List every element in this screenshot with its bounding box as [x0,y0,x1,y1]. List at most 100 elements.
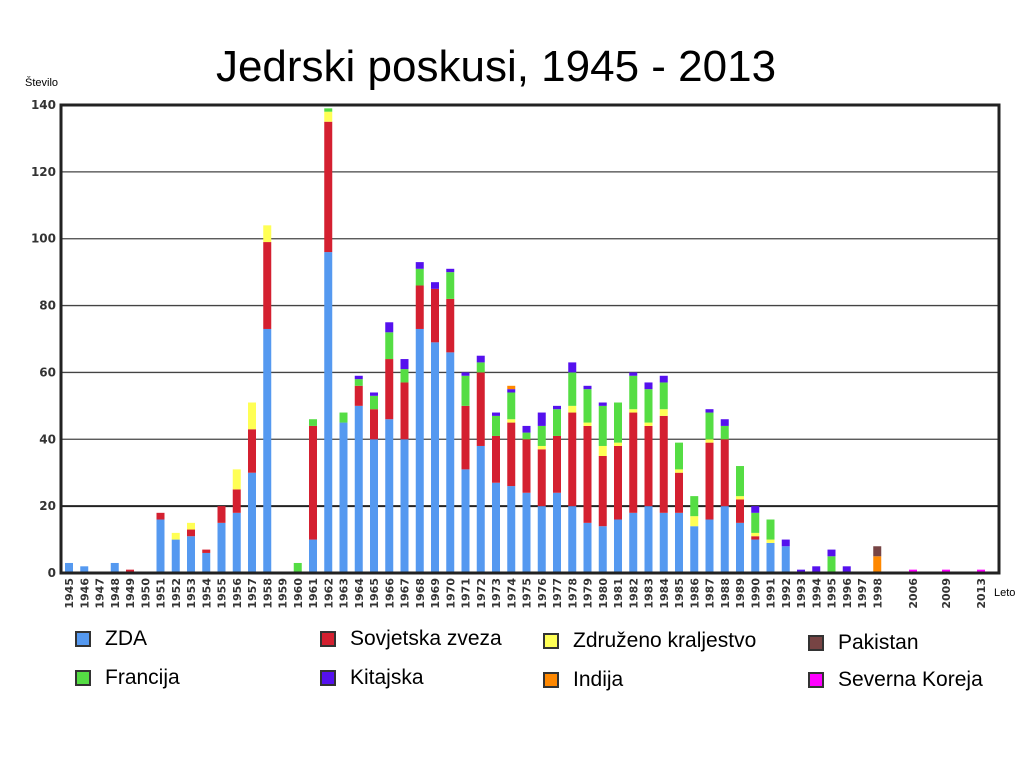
x-tick-label: 1990 [749,578,762,609]
x-tick-label: 1986 [688,578,701,609]
bar-segment [415,262,424,269]
legend-item: Pakistan [808,631,919,655]
bar-segment [461,405,470,470]
x-tick-label: 1997 [856,578,869,609]
bar-segment [751,512,760,533]
x-tick-label: 1998 [871,578,884,609]
bar-segment [675,442,683,470]
bar-segment [537,506,546,573]
bar-segment [537,425,546,446]
bar-segment [659,382,668,410]
bar-segment [644,425,653,507]
x-tick-label: 1954 [200,578,213,609]
bar-segment [476,362,485,373]
bar-segment [751,539,760,573]
y-tick-label: 80 [39,299,56,313]
bar-segment [400,359,409,370]
bar-segment [400,439,409,573]
bar-segment [797,569,805,573]
bar-segment [720,439,729,507]
bar-segment [553,409,561,436]
bar-segment [812,566,821,573]
bar-segment [263,242,272,329]
legend-label: ZDA [105,627,147,650]
bar-segment [568,506,577,573]
bar-segment [909,569,917,573]
bar-segment [415,328,424,573]
bar-segment [598,526,607,573]
bar-segment [370,395,378,410]
bar-segment [385,322,394,333]
bar-segment [156,512,165,520]
bar-segment [461,469,470,573]
bar-segment [614,402,622,443]
x-tick-label: 1945 [63,578,76,609]
bar-segment [736,496,744,500]
x-tick-label: 1953 [185,578,198,609]
x-tick-label: 1959 [277,578,290,609]
bar-segment [629,512,638,573]
bar-segment [766,539,775,543]
chart-title: Jedrski poskusi, 1945 - 2013 [215,42,777,91]
legend-label: Indija [573,668,624,691]
bar-segment [309,539,317,573]
bar-segment [415,285,424,329]
bar-segment [80,566,89,573]
legend-item: Indija [543,668,623,692]
bar-segment [431,288,439,343]
x-tick-label: 1970 [444,578,457,609]
bar-segment [522,439,531,493]
bar-segment [263,328,272,573]
bar-segment [583,385,592,390]
x-tick-label: 1979 [582,578,595,609]
legend-swatch [543,633,559,649]
bar-segment [492,482,500,573]
x-tick-label: 1966 [383,578,396,609]
y-tick-label: 140 [31,98,56,112]
bar-segment [522,425,531,433]
x-tick-label: 1983 [643,578,656,609]
legend-swatch [808,635,824,651]
bar-segment [232,489,241,513]
bar-segment [431,282,439,289]
y-tick-label: 60 [39,365,56,379]
bar-segment [568,405,577,413]
bar-segment [781,539,790,547]
x-tick-label: 1965 [368,578,381,609]
bar-segment [370,392,378,396]
bar-segment [690,496,699,517]
legend-item: Francija [75,666,180,690]
bar-segment [354,405,363,573]
bar-segment [583,522,592,573]
legend-swatch [320,670,336,686]
legend-swatch [320,631,336,647]
bar-segment [781,546,790,573]
bar-segment [629,372,638,376]
legend-swatch [808,672,824,688]
x-tick-label: 1952 [170,578,183,609]
y-tick-label: 100 [31,232,56,246]
y-axis-label: Število [25,77,59,89]
bar-segment [507,385,516,390]
bar-segment [644,422,653,426]
bar-segment [339,422,348,573]
bar-segment [476,355,485,363]
bar-segment [644,389,653,423]
legend-label: Francija [105,666,180,689]
x-axis-label: Leto [994,587,1016,599]
bar-segment [553,405,561,410]
bar-segment [675,512,683,573]
bar-segment [461,372,470,376]
bar-segment [629,375,638,410]
bar-segment [354,385,363,406]
legend-item: Združeno kraljestvo [543,629,756,653]
bar-segment [171,539,180,573]
bar-segment [522,432,531,440]
bar-segment [659,375,668,383]
bar-segment [248,429,256,473]
bar-segment [522,492,531,573]
legend-swatch [75,670,91,686]
x-tick-label: 2006 [907,578,920,609]
x-tick-label: 1947 [94,578,107,609]
